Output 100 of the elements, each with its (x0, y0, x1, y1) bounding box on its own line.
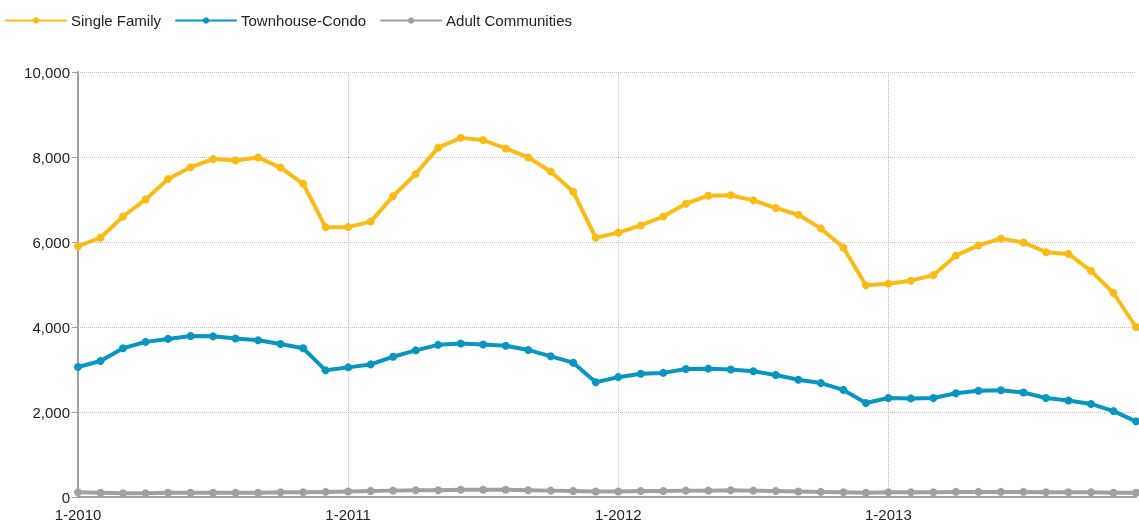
y-tick-label: 2,000 (32, 403, 70, 421)
point (704, 364, 713, 373)
point (884, 393, 893, 402)
point (276, 340, 285, 348)
point (749, 486, 758, 495)
point (749, 367, 758, 376)
point (726, 365, 735, 374)
point (186, 331, 195, 340)
point (569, 187, 578, 196)
point (524, 153, 533, 162)
y-tick-label: 0 (61, 488, 70, 506)
y-tick-label: 8,000 (32, 148, 70, 166)
point (96, 357, 105, 365)
point (906, 488, 915, 497)
legend-label: Adult Communities (446, 12, 572, 29)
point (861, 488, 870, 497)
point (884, 488, 893, 497)
point (231, 488, 240, 497)
point (119, 344, 128, 353)
point (96, 488, 105, 497)
point (659, 368, 668, 377)
point (1086, 266, 1095, 275)
point (794, 375, 803, 384)
point (839, 243, 848, 252)
point (299, 179, 308, 188)
point (771, 204, 780, 212)
point (1109, 407, 1118, 416)
point (231, 334, 240, 343)
point (276, 163, 285, 172)
point (929, 271, 938, 280)
point (861, 281, 870, 290)
point (569, 487, 578, 496)
point (1132, 488, 1139, 497)
point (546, 167, 555, 176)
point (164, 334, 173, 343)
point (1019, 388, 1028, 397)
point (524, 345, 533, 354)
point (501, 341, 510, 350)
point (681, 486, 690, 495)
point (929, 393, 938, 402)
point (366, 360, 375, 369)
point (996, 386, 1005, 395)
point (164, 175, 173, 184)
point (884, 279, 893, 288)
legend-label: Single Family (71, 12, 162, 29)
point (1132, 323, 1139, 331)
point (1086, 488, 1095, 497)
x-tick-label: 1-2013 (865, 506, 912, 523)
point (636, 221, 645, 230)
point (434, 486, 443, 495)
point (321, 223, 330, 232)
point (299, 488, 308, 497)
point (974, 241, 983, 250)
point (591, 233, 600, 242)
point (299, 344, 308, 353)
y-tick-label: 4,000 (32, 318, 70, 336)
point (1041, 393, 1050, 402)
point (186, 163, 195, 172)
point (209, 488, 218, 497)
point (479, 485, 488, 494)
point (996, 234, 1005, 243)
point (704, 486, 713, 495)
point (1064, 249, 1073, 258)
point (389, 192, 398, 201)
x-tick-label: 1-2011 (325, 506, 371, 523)
point (186, 488, 195, 497)
point (974, 487, 983, 496)
point (254, 336, 263, 345)
point (906, 394, 915, 403)
point (141, 195, 150, 204)
point (321, 366, 330, 375)
point (839, 488, 848, 497)
point (1109, 488, 1118, 497)
point (411, 486, 420, 495)
point (96, 233, 105, 242)
point (456, 133, 465, 142)
point (659, 212, 668, 221)
x-tick-label: 1-2010 (54, 506, 102, 523)
point (164, 488, 173, 497)
point (231, 156, 240, 165)
point (839, 385, 848, 394)
point (254, 153, 263, 162)
point (816, 379, 825, 388)
point (771, 371, 780, 380)
point (861, 399, 870, 408)
point (389, 352, 398, 361)
point (659, 487, 668, 496)
point (74, 362, 82, 371)
point (456, 339, 465, 348)
point (794, 210, 803, 219)
point (344, 487, 353, 496)
point (141, 337, 150, 346)
point (501, 485, 510, 494)
point (1041, 248, 1050, 257)
point (366, 217, 375, 226)
point (276, 488, 285, 497)
point (1019, 238, 1028, 247)
point (209, 155, 218, 164)
point (636, 487, 645, 496)
point (1064, 396, 1073, 405)
